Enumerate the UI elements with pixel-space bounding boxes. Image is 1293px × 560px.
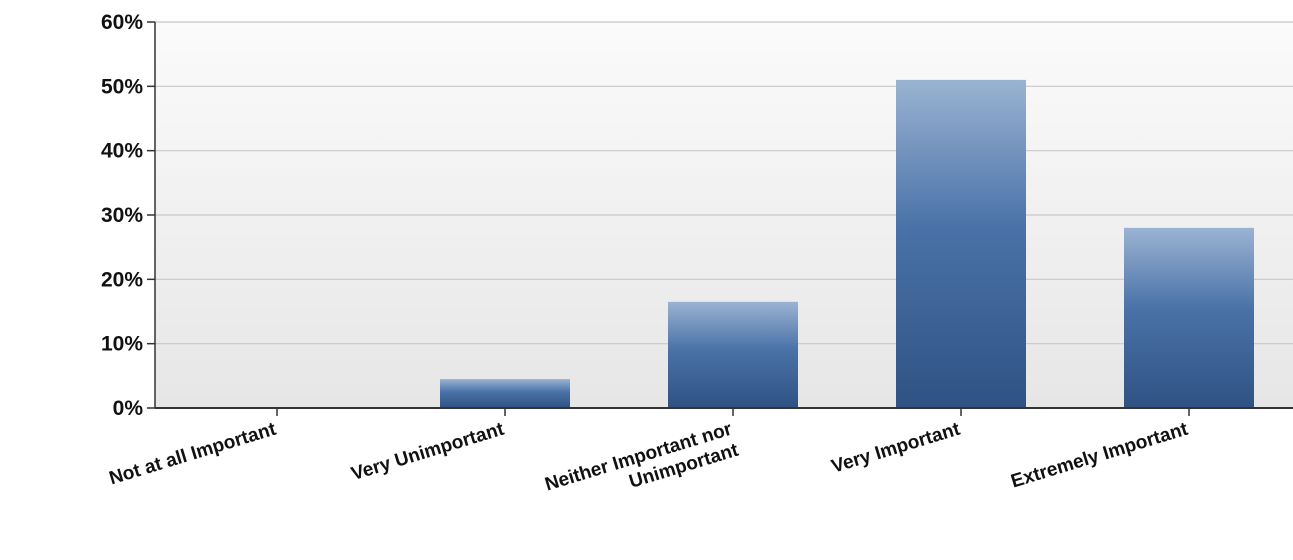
y-tick-label: 20% — [101, 268, 143, 291]
bars — [440, 79, 1254, 409]
bar — [668, 301, 798, 408]
x-tick-label-line: Not at all Important — [107, 419, 279, 490]
axes — [147, 21, 1293, 416]
x-tick-label-line: Very Important — [829, 419, 963, 478]
x-tick-label: Very Important — [829, 419, 963, 478]
y-tick-label: 40% — [101, 140, 143, 163]
gridlines — [155, 21, 1293, 345]
y-axis-ticks: 0% 10% 20% 30% 40% 50% 60% — [101, 11, 143, 420]
x-tick-label: Very Unimportant — [349, 419, 507, 486]
y-tick-label: 30% — [101, 204, 143, 227]
y-tick-label: 10% — [101, 333, 143, 356]
y-tick-label: 50% — [101, 75, 143, 98]
y-tick-label: 0% — [113, 397, 144, 420]
y-tick-label: 60% — [101, 11, 143, 34]
bar — [1124, 227, 1254, 408]
bar — [896, 79, 1026, 409]
bar — [440, 379, 570, 408]
x-tick-label-line: Extremely Important — [1009, 419, 1191, 493]
x-axis-labels: Not at all Important Very Unimportant Neit… — [107, 419, 1191, 496]
x-tick-label: Not at all Important — [107, 419, 279, 490]
x-tick-label: Extremely Important — [1009, 419, 1191, 493]
x-tick-label-line: Very Unimportant — [349, 419, 507, 486]
